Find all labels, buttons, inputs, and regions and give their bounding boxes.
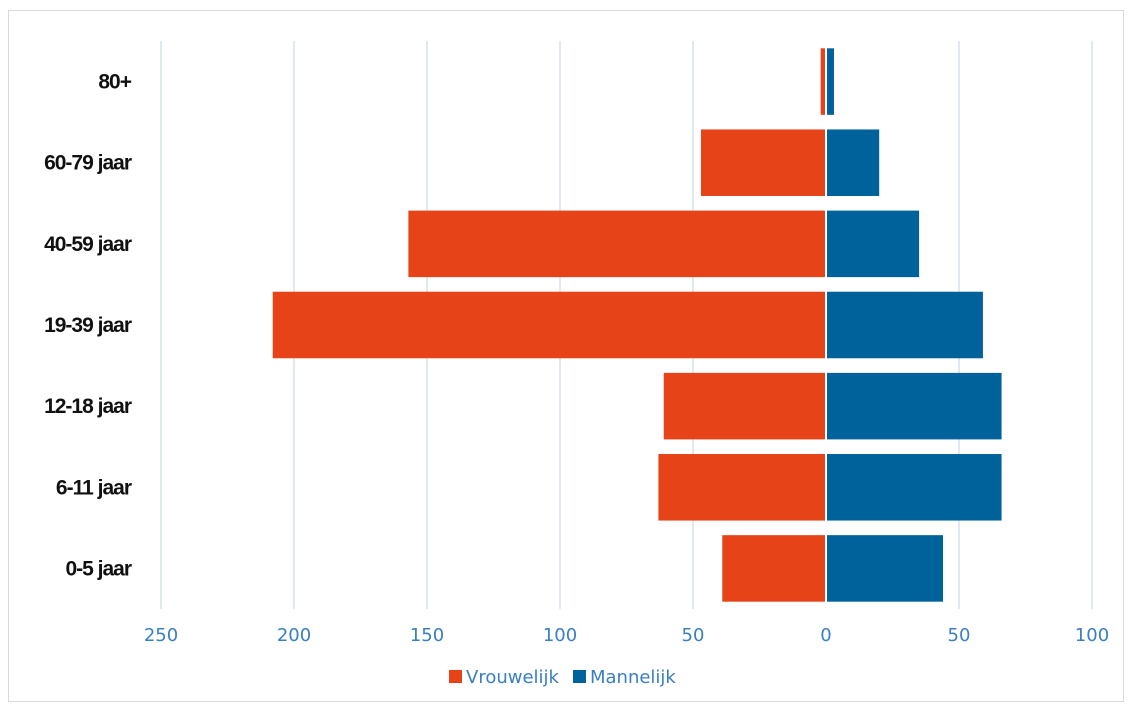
bar-vrouwelijk-2 [408,210,826,278]
bar-vrouwelijk-0 [820,48,826,115]
x-tick-label-7: 100 [1075,625,1109,646]
population-pyramid-chart: 80+ 60-79 jaar 40-59 jaar 19-39 jaar 12-18 j… [44,41,1109,688]
bars [272,48,1002,602]
bar-vrouwelijk-3 [272,291,827,359]
x-axis-tick-labels: 250 200 150 100 50 0 50 100 [144,625,1109,646]
x-tick-label-0: 250 [144,625,178,646]
bar-mannelijk-6 [826,535,944,602]
bar-vrouwelijk-6 [722,535,826,602]
category-label-3: 19-39 jaar [44,314,132,337]
bar-mannelijk-2 [826,210,920,278]
bar-mannelijk-3 [826,291,983,359]
chart-frame: 80+ 60-79 jaar 40-59 jaar 19-39 jaar 12-18 j… [8,10,1124,702]
legend-swatch-vrouwelijk [449,670,462,683]
x-tick-label-2: 150 [410,625,444,646]
x-tick-label-6: 50 [948,625,971,646]
category-label-4: 12-18 jaar [44,395,132,418]
x-tick-label-5: 0 [820,625,831,646]
bar-mannelijk-4 [826,372,1002,440]
category-label-0: 80+ [98,71,131,94]
bar-vrouwelijk-4 [663,372,826,440]
bar-vrouwelijk-5 [658,454,826,521]
category-labels: 80+ 60-79 jaar 40-59 jaar 19-39 jaar 12-18 j… [44,71,133,581]
category-label-6: 0-5 jaar [65,557,131,580]
legend-label-mannelijk: Mannelijk [590,667,676,688]
x-tick-label-4: 50 [682,625,705,646]
category-label-1: 60-79 jaar [44,152,132,175]
bar-mannelijk-1 [826,129,880,196]
bar-vrouwelijk-1 [700,129,826,196]
x-tick-label-1: 200 [277,625,311,646]
legend-label-vrouwelijk: Vrouwelijk [466,667,560,688]
legend: Vrouwelijk Mannelijk [449,667,676,688]
category-label-2: 40-59 jaar [44,233,132,256]
x-tick-label-3: 100 [543,625,577,646]
bar-mannelijk-5 [826,454,1002,521]
legend-swatch-mannelijk [572,670,586,683]
category-label-5: 6-11 jaar [56,476,132,499]
bar-mannelijk-0 [826,48,834,115]
